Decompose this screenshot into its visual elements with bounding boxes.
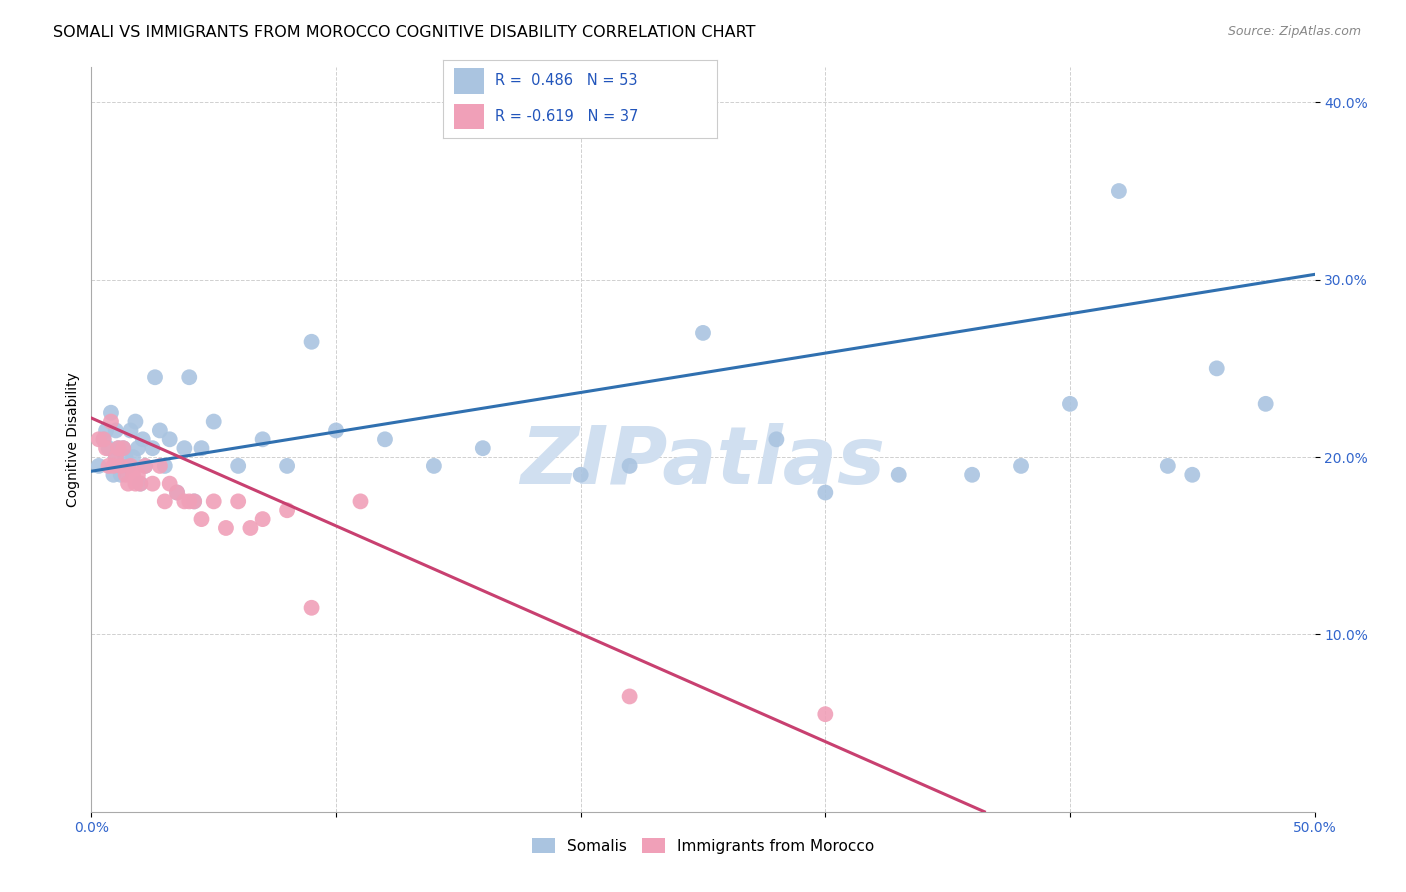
- Point: [179, 494, 201, 508]
- Point: [1254, 397, 1277, 411]
- Point: [104, 450, 127, 464]
- Point: [103, 458, 125, 473]
- Point: [301, 334, 323, 349]
- Point: [127, 441, 149, 455]
- Legend: Somalis, Immigrants from Morocco: Somalis, Immigrants from Morocco: [526, 832, 880, 860]
- Point: [1059, 397, 1081, 411]
- Point: [100, 415, 122, 429]
- Point: [166, 485, 188, 500]
- Text: R =  0.486   N = 53: R = 0.486 N = 53: [495, 73, 637, 88]
- Point: [141, 441, 163, 455]
- Point: [166, 485, 188, 500]
- Point: [153, 494, 176, 508]
- Point: [122, 450, 145, 464]
- Text: Source: ZipAtlas.com: Source: ZipAtlas.com: [1227, 25, 1361, 38]
- Point: [183, 494, 205, 508]
- Point: [120, 424, 142, 438]
- Point: [179, 370, 201, 384]
- Point: [765, 433, 787, 447]
- Point: [202, 494, 225, 508]
- Point: [97, 441, 120, 455]
- Point: [153, 458, 176, 473]
- Point: [124, 476, 146, 491]
- Point: [887, 467, 910, 482]
- Point: [239, 521, 262, 535]
- Point: [619, 458, 641, 473]
- Point: [100, 406, 122, 420]
- Point: [93, 433, 115, 447]
- Point: [129, 476, 152, 491]
- Point: [114, 467, 136, 482]
- Text: SOMALI VS IMMIGRANTS FROM MOROCCO COGNITIVE DISABILITY CORRELATION CHART: SOMALI VS IMMIGRANTS FROM MOROCCO COGNIT…: [53, 25, 756, 40]
- Point: [692, 326, 714, 340]
- Point: [114, 450, 136, 464]
- Point: [104, 424, 127, 438]
- Text: R = -0.619   N = 37: R = -0.619 N = 37: [495, 109, 638, 124]
- Point: [325, 424, 347, 438]
- Point: [1157, 458, 1180, 473]
- Point: [202, 415, 225, 429]
- Point: [134, 458, 156, 473]
- Point: [276, 458, 298, 473]
- Point: [960, 467, 983, 482]
- Point: [94, 424, 117, 438]
- Point: [107, 441, 129, 455]
- Point: [87, 458, 110, 473]
- Point: [190, 441, 212, 455]
- Point: [127, 467, 149, 482]
- Point: [1205, 361, 1227, 376]
- Point: [349, 494, 371, 508]
- Point: [276, 503, 298, 517]
- Point: [252, 512, 274, 526]
- Point: [103, 467, 125, 482]
- Point: [97, 458, 120, 473]
- Point: [122, 467, 145, 482]
- Point: [117, 458, 139, 473]
- Point: [814, 707, 837, 722]
- Bar: [454, 69, 484, 94]
- Point: [132, 433, 155, 447]
- Point: [374, 433, 396, 447]
- Point: [117, 476, 139, 491]
- Point: [143, 370, 166, 384]
- Point: [120, 458, 142, 473]
- Point: [183, 494, 205, 508]
- Point: [252, 433, 274, 447]
- Point: [134, 458, 156, 473]
- Point: [190, 512, 212, 526]
- Point: [93, 433, 115, 447]
- Point: [569, 467, 592, 482]
- Bar: [454, 103, 484, 128]
- Point: [110, 458, 132, 473]
- Text: ZIPatlas: ZIPatlas: [520, 423, 886, 500]
- Point: [107, 441, 129, 455]
- Point: [149, 424, 172, 438]
- Point: [159, 433, 181, 447]
- Point: [215, 521, 238, 535]
- Point: [226, 458, 249, 473]
- Y-axis label: Cognitive Disability: Cognitive Disability: [66, 372, 80, 507]
- Point: [87, 433, 110, 447]
- Point: [112, 441, 135, 455]
- Point: [129, 476, 152, 491]
- Point: [124, 415, 146, 429]
- Point: [1108, 184, 1130, 198]
- Point: [110, 467, 132, 482]
- Point: [226, 494, 249, 508]
- Point: [1010, 458, 1032, 473]
- Point: [173, 494, 195, 508]
- Point: [149, 458, 172, 473]
- Point: [301, 600, 323, 615]
- Point: [423, 458, 446, 473]
- Point: [94, 441, 117, 455]
- Point: [141, 476, 163, 491]
- Point: [814, 485, 837, 500]
- Point: [1181, 467, 1204, 482]
- Point: [173, 441, 195, 455]
- Point: [112, 441, 135, 455]
- Point: [159, 476, 181, 491]
- Point: [471, 441, 494, 455]
- Point: [104, 450, 127, 464]
- Point: [619, 690, 641, 704]
